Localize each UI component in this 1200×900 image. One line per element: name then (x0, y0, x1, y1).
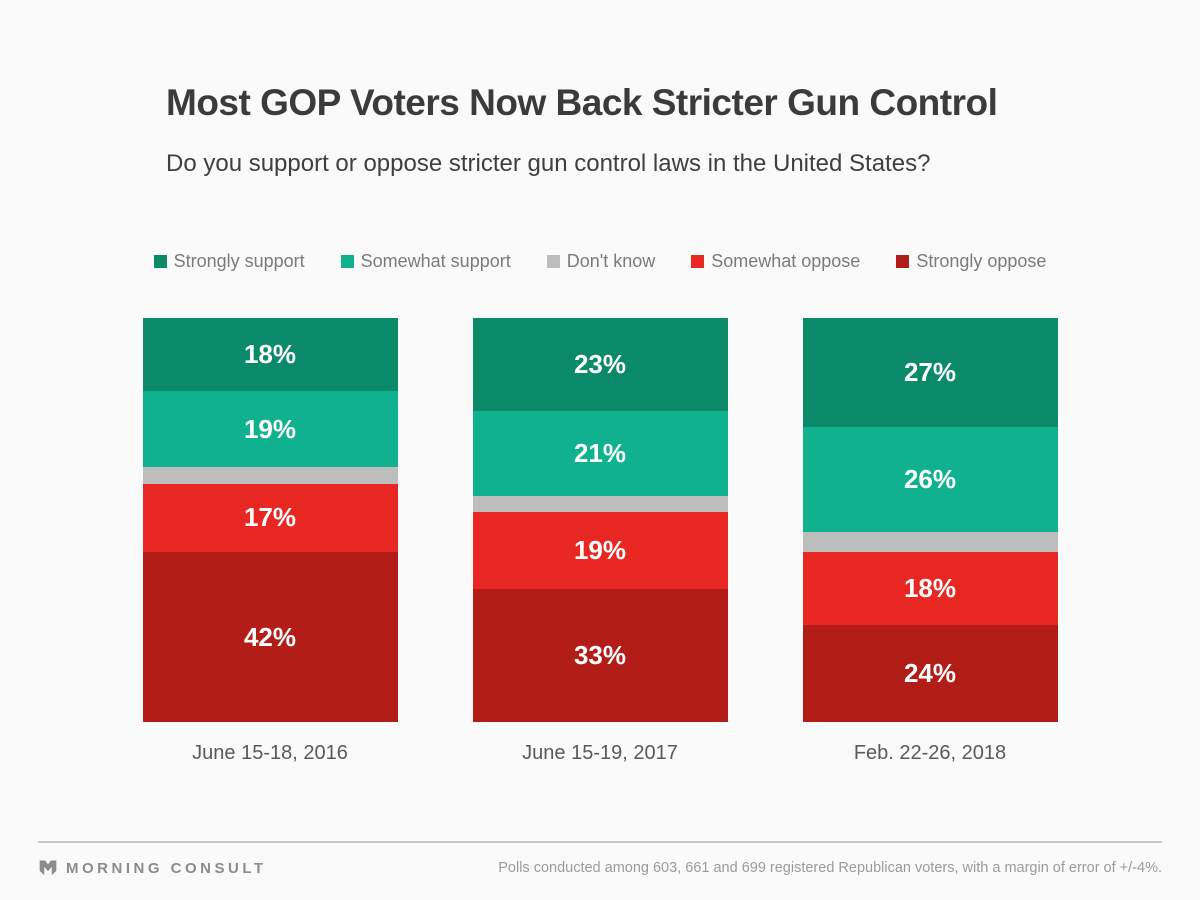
x-axis-label: June 15-19, 2017 (522, 742, 678, 764)
methodology-note: Polls conducted among 603, 661 and 699 r… (498, 860, 1162, 876)
bar-segment-strongly-support: 23% (472, 318, 728, 411)
chart-legend: Strongly support Somewhat support Don't kn… (0, 251, 1200, 272)
x-axis-label: June 15-18, 2016 (192, 742, 348, 764)
bar-segment-strongly-support: 27% (802, 318, 1058, 428)
legend-item-strongly-support: Strongly support (153, 251, 305, 272)
bar-segment-somewhat-oppose: 17% (142, 483, 398, 553)
legend-swatch-icon (896, 255, 910, 268)
legend-label: Don't know (566, 251, 656, 271)
legend-item-don-t-know: Don't know (546, 251, 656, 272)
legend-swatch-icon (546, 255, 560, 268)
legend-label: Somewhat oppose (711, 251, 861, 271)
legend-item-somewhat-support: Somewhat support (340, 251, 511, 272)
bar-segment-strongly-oppose: 24% (802, 625, 1058, 722)
bar-segment-don-t-know (472, 495, 728, 512)
legend-label: Strongly oppose (916, 251, 1047, 271)
bar-segment-somewhat-oppose: 19% (472, 511, 728, 589)
stacked-bar: 23% 21% 19% 33% (472, 318, 728, 722)
morning-consult-logo: MORNING CONSULT (38, 858, 267, 878)
stacked-bar: 18% 19% 17% 42% (142, 318, 398, 722)
bar-segment-somewhat-support: 21% (472, 410, 728, 496)
legend-swatch-icon (340, 255, 354, 268)
bar-segment-strongly-oppose: 42% (142, 552, 398, 722)
bar-segment-don-t-know (802, 532, 1058, 553)
bar-segment-don-t-know (142, 467, 398, 484)
chart-title: Most GOP Voters Now Back Stricter Gun Co… (166, 82, 998, 123)
morning-consult-m-icon (39, 860, 57, 876)
bar-segment-somewhat-support: 19% (142, 390, 398, 468)
bar-segment-strongly-support: 18% (142, 318, 398, 391)
bar-group-june-15-19-2017: 23% 21% 19% 33% June 15-19, 2017 (472, 318, 728, 765)
legend-item-strongly-oppose: Strongly oppose (896, 251, 1046, 272)
brand-name: MORNING CONSULT (66, 859, 267, 877)
legend-swatch-icon (691, 255, 705, 268)
stacked-bar-chart: 18% 19% 17% 42% June 15-18, 2016 23% 21% 19% 33%… (0, 318, 1200, 765)
bar-segment-somewhat-support: 26% (802, 427, 1058, 533)
bar-group-feb-22-26-2018: 27% 26% 18% 24% Feb. 22-26, 2018 (802, 318, 1058, 765)
bar-segment-strongly-oppose: 33% (472, 588, 728, 722)
chart-subtitle: Do you support or oppose stricter gun co… (166, 150, 931, 177)
chart-header: Most GOP Voters Now Back Stricter Gun Co… (166, 82, 1066, 178)
legend-swatch-icon (153, 255, 167, 268)
bar-segment-somewhat-oppose: 18% (802, 552, 1058, 626)
legend-label: Strongly support (173, 251, 305, 271)
bar-groups: 18% 19% 17% 42% June 15-18, 2016 23% 21% 19% 33%… (0, 318, 1200, 765)
legend-label: Somewhat support (360, 251, 511, 271)
x-axis-label: Feb. 22-26, 2018 (853, 742, 1007, 764)
bar-group-june-15-18-2016: 18% 19% 17% 42% June 15-18, 2016 (142, 318, 398, 765)
legend-item-somewhat-oppose: Somewhat oppose (691, 251, 860, 272)
stacked-bar: 27% 26% 18% 24% (802, 318, 1058, 722)
footer: MORNING CONSULT Polls conducted among 60… (38, 841, 1162, 878)
